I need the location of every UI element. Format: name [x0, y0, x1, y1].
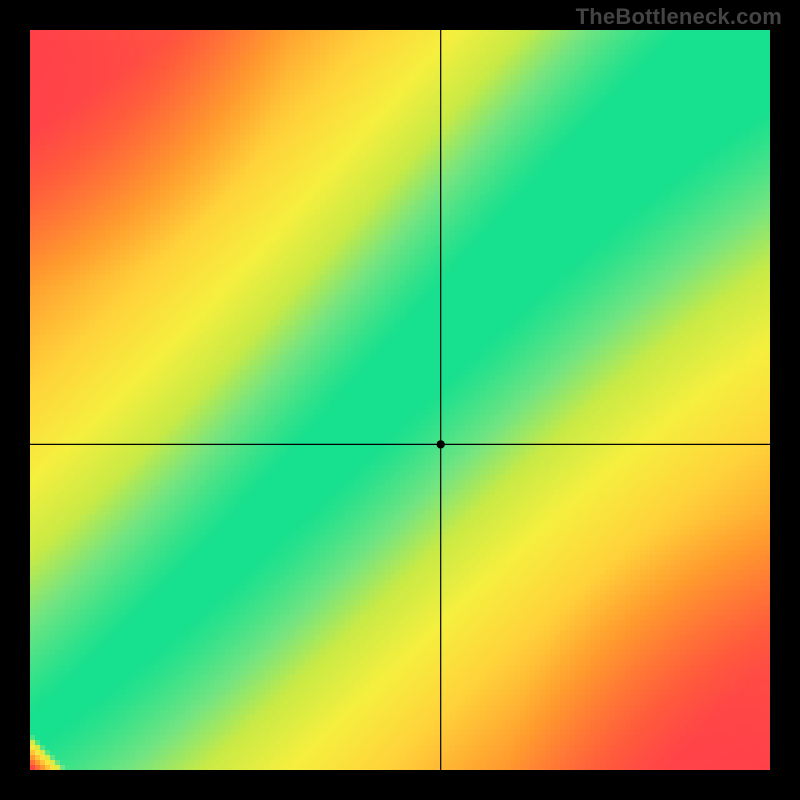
watermark-text: TheBottleneck.com [576, 4, 782, 30]
chart-container: TheBottleneck.com [0, 0, 800, 800]
bottleneck-heatmap [30, 30, 770, 770]
